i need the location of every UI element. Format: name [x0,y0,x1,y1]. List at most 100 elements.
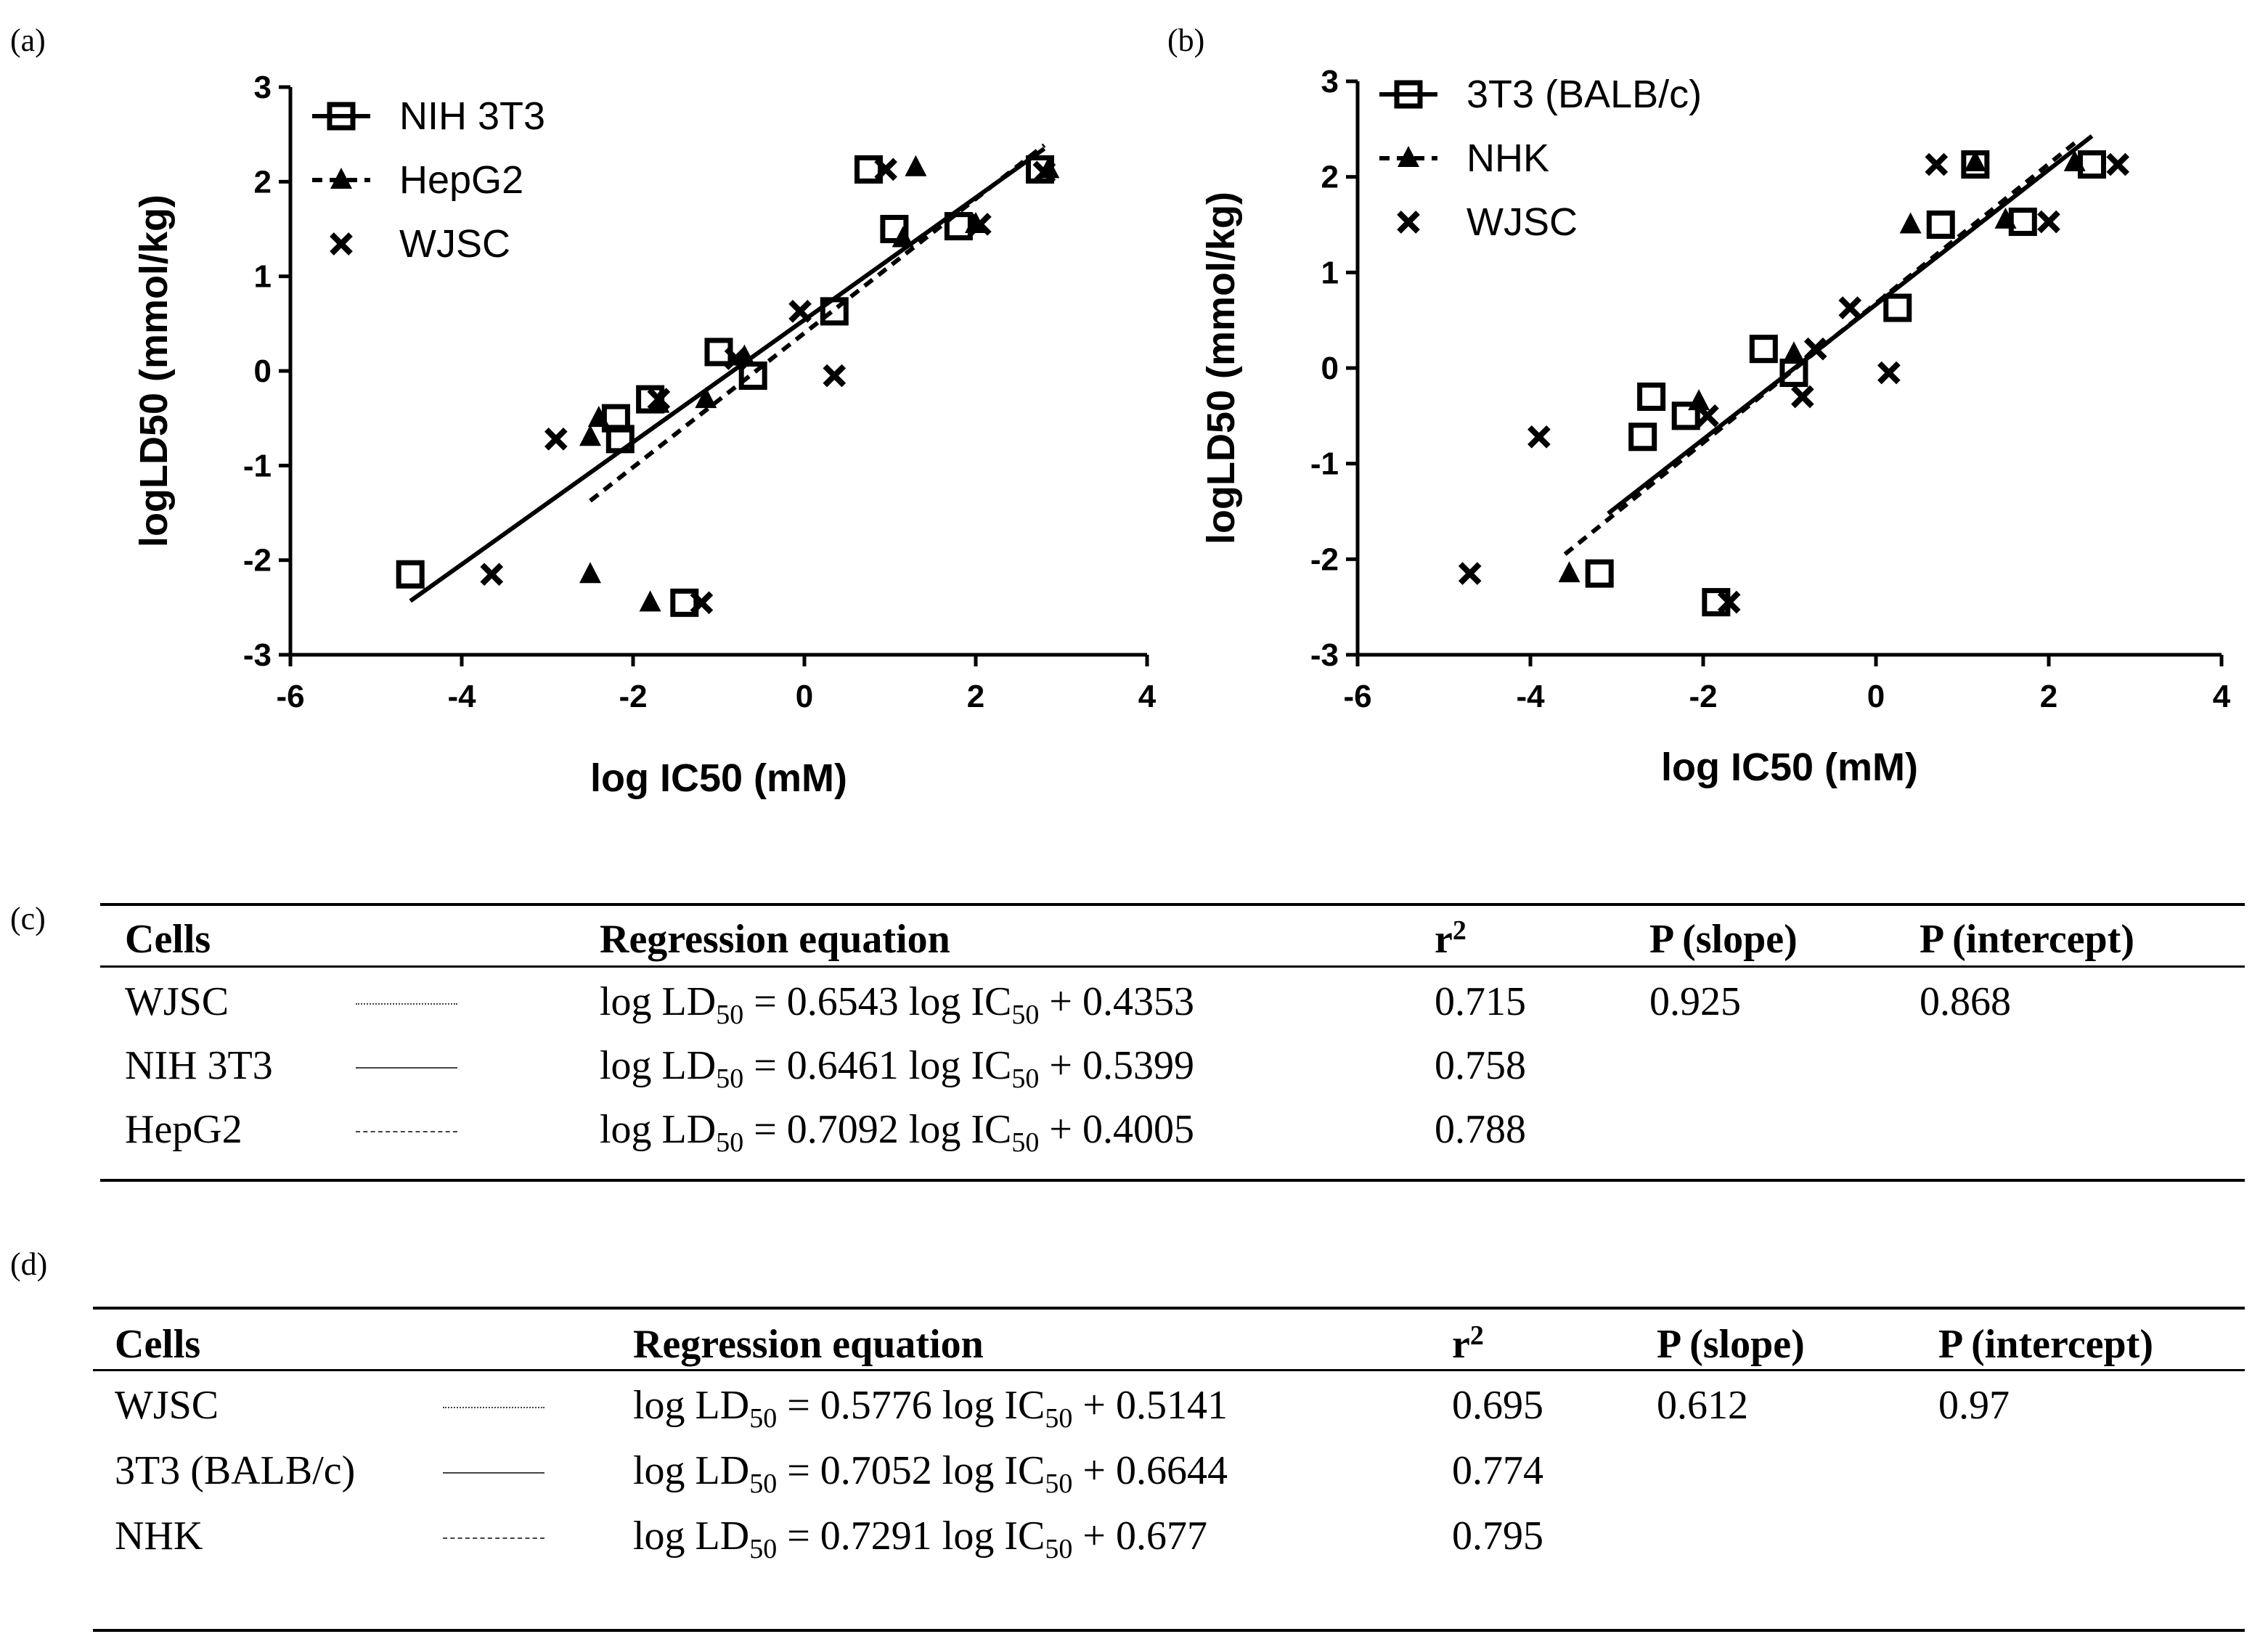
x-axis-title: log IC50 (mM) [1661,746,1918,789]
data-point [587,406,610,428]
data-point [2008,208,2037,237]
equation-text: = 0.6461 log IC [743,1043,1012,1088]
legend-label: WJSC [399,222,510,266]
data-point [1838,296,1862,319]
r2-value: 0.788 [1435,1107,1526,1152]
y-tick-label: 2 [254,164,272,200]
equation-text: + 0.6644 [1072,1448,1228,1493]
data-point [1803,337,1827,361]
header-r2: r2 [1435,917,1467,960]
data-point [2078,150,2106,179]
header-p-slope: P (slope) [1649,917,1798,962]
series-wjsc [480,158,1056,615]
r2-value: 0.795 [1452,1514,1543,1559]
data-point [1926,211,1955,239]
data-point [1877,361,1901,385]
data-point [670,588,699,617]
data-point [1458,562,1482,585]
equation-text: = 0.7291 log IC [777,1514,1045,1559]
equation-subscript: 50 [1045,1469,1073,1499]
data-point [1717,590,1741,614]
equation-subscript: 50 [716,1063,744,1094]
legend-label: 3T3 (BALB/c) [1467,73,1702,116]
data-point [480,563,504,587]
equation-text: log LD [600,1043,717,1088]
header-r2-superscript: 2 [1469,1320,1484,1351]
data-point [605,425,635,454]
panel-label-c: (c) [10,901,46,936]
y-tick-label: -1 [1310,446,1339,482]
data-point [1637,383,1666,411]
data-point [1696,404,1719,428]
r2-value: 0.758 [1435,1043,1526,1088]
x-tick-label: 4 [2213,679,2231,714]
data-point [968,213,992,236]
equation-subscript: 50 [1011,1127,1040,1158]
data-point [2063,150,2086,171]
data-point [1558,561,1580,583]
regression-equation: log LD50 = 0.7052 log IC50 + 0.6644 [633,1448,1228,1498]
data-point [690,591,714,615]
regression-line [409,147,1046,603]
y-tick-label: 3 [254,70,272,105]
data-point [1883,293,1912,322]
series-nhk [1558,150,2086,583]
scatter-chart-b: -3 -2 -1 0 1 2 3 -6 -4 -2 0 2 4 log IC50 (mM) logLD50 … [1199,64,2231,789]
header-cells: Cells [125,917,211,962]
regression-equation: log LD50 = 0.7291 log IC50 + 0.677 [633,1514,1207,1563]
data-point [1899,212,1922,234]
legend-marker [327,102,356,131]
cell-name: NHK [115,1514,203,1559]
equation-subscript: 50 [716,1000,744,1030]
header-cells: Cells [115,1322,201,1367]
legend-label: HepG2 [399,158,523,202]
equation-text: log LD [633,1448,750,1493]
p-intercept-value: 0.868 [1920,979,2011,1024]
data-point [695,387,717,409]
cell-name: HepG2 [125,1107,242,1152]
data-point [854,155,883,184]
x-tick-label: 0 [1867,679,1885,714]
data-point [823,364,847,388]
x-tick-label: -4 [447,679,476,714]
data-point [1791,385,1814,409]
header-r2: r2 [1452,1322,1484,1365]
x-tick-label: -6 [276,679,304,714]
x-tick-label: 0 [796,679,813,714]
regression-equation: log LD50 = 0.7092 log IC50 + 0.4005 [600,1107,1194,1156]
p-slope-value: 0.612 [1657,1383,1748,1428]
header-p-intercept: P (intercept) [1920,917,2134,962]
y-tick-label: -3 [243,637,272,673]
data-point [647,388,671,411]
equation-text: + 0.5399 [1039,1043,1194,1088]
data-point [892,226,914,248]
cell-name: WJSC [115,1383,219,1428]
data-point [1671,401,1700,430]
data-point [1925,152,1949,176]
x-tick-label: -6 [1343,679,1371,714]
regression-equation: log LD50 = 0.5776 log IC50 + 0.5141 [633,1385,1228,1432]
y-tick-label: 0 [254,354,272,389]
data-point [1749,335,1778,364]
data-point [639,590,661,612]
legend-marker [1397,211,1420,234]
equation-text: = 0.7052 log IC [777,1448,1045,1493]
data-point [2106,152,2130,176]
y-tick-label: 3 [1321,64,1339,99]
equation-text: = 0.6543 log IC [743,979,1012,1024]
r2-value: 0.774 [1452,1448,1543,1493]
panel-label-a: (a) [10,23,46,58]
equation-subscript: 50 [1011,1063,1040,1094]
legend-marker [330,232,353,256]
y-tick-label: 1 [1321,255,1339,290]
data-point [1964,150,1986,171]
equation-text: log LD [600,1107,717,1152]
legend-marker [1394,80,1423,109]
line-style-swatch [356,1067,457,1069]
table-header-rule [100,965,2245,968]
data-point [396,560,425,589]
equation-text: + 0.677 [1072,1514,1207,1559]
equation-text: + 0.4353 [1039,979,1194,1024]
data-point [1032,160,1056,184]
header-r2-superscript: 2 [1452,915,1467,946]
